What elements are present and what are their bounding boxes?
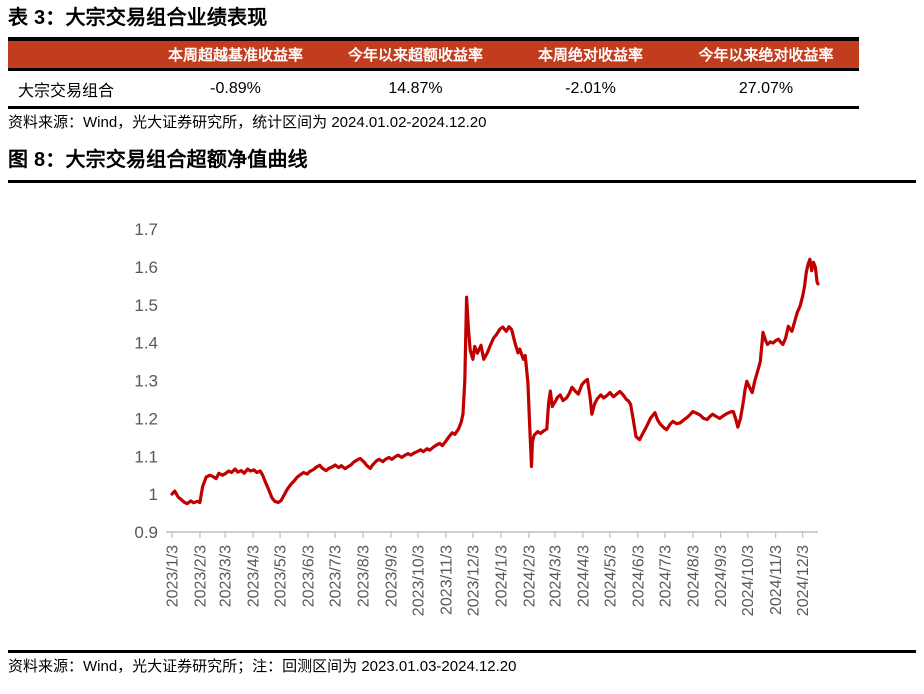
y-tick-label: 1.4 <box>134 334 158 353</box>
y-tick-label: 0.9 <box>134 523 158 542</box>
x-tick-label: 2024/12/3 <box>795 545 812 616</box>
row-label: 大宗交易组合 <box>18 82 115 100</box>
excess-nav-line <box>170 257 820 506</box>
value-ytd-absolute: 27.07% <box>738 79 794 97</box>
column-header-ytd-excess: 今年以来超额收益率 <box>347 47 483 64</box>
x-tick-label: 2023/5/3 <box>273 545 290 607</box>
x-tick-label: 2024/4/3 <box>575 545 592 607</box>
table-source-note: 资料来源：Wind，光大证券研究所，统计区间为 2024.01.02-2024.… <box>8 114 487 131</box>
y-tick-label: 1.7 <box>134 220 158 239</box>
table-header-row: 本周超越基准收益率 今年以来超额收益率 本周绝对收益率 今年以来绝对收益率 <box>8 41 859 71</box>
x-tick-label: 2024/11/3 <box>768 545 785 615</box>
x-tick-label: 2024/9/3 <box>713 545 730 607</box>
y-tick-label: 1.6 <box>134 258 158 277</box>
y-tick-label: 1.2 <box>134 409 158 428</box>
value-week-absolute: -2.01% <box>565 79 616 97</box>
column-header-week-excess-benchmark: 本周超越基准收益率 <box>167 47 303 64</box>
table-row: 大宗交易组合 -0.89% 14.87% -2.01% 27.07% <box>8 71 859 109</box>
x-tick-label: 2024/10/3 <box>740 545 757 616</box>
x-tick-label: 2023/10/3 <box>410 545 427 616</box>
x-tick-label: 2023/2/3 <box>192 545 209 607</box>
x-tick-label: 2023/6/3 <box>301 545 318 607</box>
y-tick-label: 1.3 <box>134 372 158 391</box>
x-tick-label: 2024/2/3 <box>521 545 538 607</box>
table-title: 表 3：大宗交易组合业绩表现 <box>8 7 268 29</box>
x-tick-label: 2023/1/3 <box>165 545 182 607</box>
y-tick-label: 1.1 <box>134 447 158 466</box>
x-tick-label: 2024/5/3 <box>602 545 619 607</box>
excess-nav-line-chart: 2023/1/3 2023/2/3 2023/3/3 2023/4/3 2023/5/3… <box>134 220 820 616</box>
x-tick-label: 2024/7/3 <box>657 545 674 607</box>
figure-source-note: 资料来源：Wind，光大证券研究所；注：回测区间为 2023.01.03-202… <box>8 658 517 675</box>
figure-bottom-rule <box>8 650 916 653</box>
x-tick-label: 2023/7/3 <box>328 545 345 607</box>
x-tick-label: 2023/4/3 <box>246 545 263 607</box>
x-tick-label: 2023/3/3 <box>218 545 235 607</box>
performance-table: 本周超越基准收益率 今年以来超额收益率 本周绝对收益率 今年以来绝对收益率 大宗… <box>8 37 859 109</box>
y-tick-label: 1.5 <box>134 296 158 315</box>
x-tick-label: 2023/12/3 <box>465 545 482 616</box>
x-tick-label: 2024/8/3 <box>685 545 702 607</box>
value-week-excess-benchmark: -0.89% <box>210 79 261 97</box>
x-tick-label: 2023/11/3 <box>438 545 455 615</box>
y-tick-label: 1 <box>149 485 158 504</box>
x-tick-label: 2023/9/3 <box>383 545 400 607</box>
value-ytd-excess: 14.87% <box>388 79 443 97</box>
column-header-ytd-absolute: 今年以来绝对收益率 <box>698 47 834 64</box>
report-page: 表 3：大宗交易组合业绩表现 本周超越基准收益率 今年以来超额收益率 本周绝对收… <box>0 7 924 675</box>
x-tick-label: 2023/8/3 <box>356 545 373 607</box>
figure-title: 图 8：大宗交易组合超额净值曲线 <box>8 148 916 183</box>
chart-area: 2023/1/3 2023/2/3 2023/3/3 2023/4/3 2023/5/3… <box>0 204 924 628</box>
x-tick-label: 2024/6/3 <box>630 545 647 607</box>
column-header-week-absolute: 本周绝对收益率 <box>537 47 643 64</box>
x-tick-label: 2024/3/3 <box>547 545 564 607</box>
x-tick-label: 2024/1/3 <box>493 545 510 607</box>
